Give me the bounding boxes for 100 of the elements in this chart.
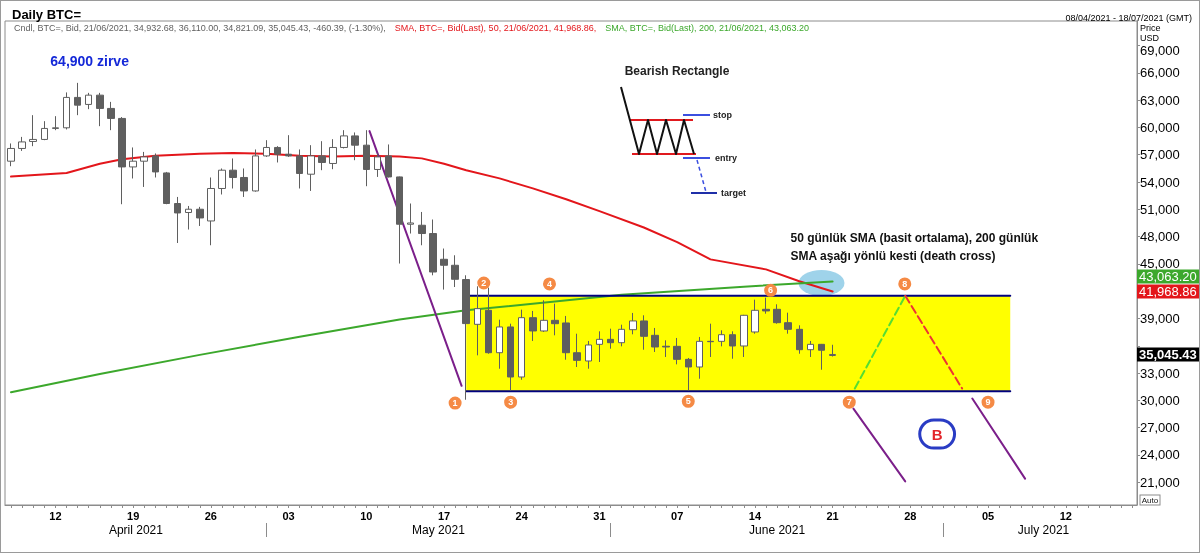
x-tick-label: 05	[981, 509, 995, 522]
candlestick	[829, 344, 836, 358]
candlestick	[96, 92, 104, 127]
candlestick	[529, 310, 537, 342]
candlestick	[440, 248, 448, 291]
candlestick	[474, 285, 481, 356]
annotation: 5	[685, 396, 691, 407]
candlestick	[263, 139, 270, 158]
text: 43,063.20	[1139, 268, 1197, 284]
text: 35,045.43	[1139, 346, 1197, 362]
annotation: 64,900 zirve	[50, 52, 130, 69]
chart-subtitle: 08/04/2021 - 18/07/2021 (GMT)	[1065, 12, 1192, 23]
x-tick-label: 28	[904, 509, 917, 522]
candlestick	[185, 205, 192, 231]
y-axis-title: Price USD	[1140, 23, 1161, 43]
x-tick-label: 12	[1059, 509, 1072, 522]
x2-tick-label: April 2021	[108, 523, 164, 537]
x2-tick-label: May 2021	[412, 523, 466, 537]
annotation: 1	[452, 398, 458, 409]
x-tick-label: 14	[748, 509, 762, 522]
text: SMA, BTC=, Bid(Last), 200, 21/06/2021, 43,063.20	[605, 22, 810, 33]
annotation: 50 günlük SMA (basit ortalama), 200 günlük SMA aşağı yönlü kesti (death cross)	[790, 231, 1039, 264]
candlestick	[673, 337, 681, 365]
x-tick-label: 03	[282, 509, 295, 522]
candlestick	[329, 138, 337, 170]
candlestick	[240, 167, 248, 198]
x2-tick-label: June 2021	[749, 523, 806, 537]
candlestick	[129, 146, 137, 179]
candlestick	[629, 312, 637, 335]
candlestick	[651, 327, 659, 353]
candlestick	[274, 145, 281, 163]
candlestick	[762, 297, 770, 315]
candlestick	[7, 142, 15, 167]
annotation: 3	[508, 397, 514, 408]
x-tick-label: 31	[593, 509, 606, 522]
candlestick	[174, 196, 181, 244]
x-tick-label: 07	[671, 509, 684, 522]
candlestick	[718, 329, 725, 347]
candlestick	[451, 254, 459, 288]
candlestick	[52, 115, 59, 131]
annotation: 9	[985, 397, 991, 408]
candlestick	[363, 129, 370, 187]
candlestick	[385, 143, 392, 178]
candlestick	[285, 134, 292, 158]
candlestick	[41, 120, 48, 141]
y-tick-label: 48,000	[1140, 229, 1180, 245]
candlestick	[462, 274, 470, 401]
candlestick	[196, 206, 204, 227]
annotation: 2	[481, 278, 487, 289]
candlestick	[807, 340, 814, 358]
candlestick	[585, 340, 592, 370]
candlestick	[696, 336, 703, 380]
chart-title: Daily BTC=	[12, 7, 82, 22]
x-tick-label: 24	[515, 509, 529, 522]
y-tick-label: 27,000	[1140, 420, 1180, 436]
candlestick	[229, 157, 237, 189]
y-tick-label: 39,000	[1140, 311, 1180, 326]
line-series	[10, 280, 834, 394]
candlestick	[85, 92, 92, 110]
y-tick-label: 30,000	[1140, 392, 1180, 408]
x-tick-label: 26	[204, 509, 217, 522]
annotation: B	[931, 425, 943, 443]
candlestick	[607, 328, 614, 350]
candlestick	[163, 171, 170, 205]
x-tick-label: 17	[437, 509, 451, 522]
y-tick-label: 54,000	[1140, 174, 1180, 190]
candlestick	[496, 319, 503, 370]
y-tick-label: 66,000	[1140, 65, 1180, 81]
y-tick-label: 33,000	[1140, 365, 1180, 381]
candlestick	[351, 131, 359, 161]
annotation: stop	[713, 110, 733, 120]
annotation: 8	[902, 278, 908, 289]
candlestick	[773, 303, 781, 325]
annotation: 6	[768, 285, 774, 296]
candlestick	[596, 330, 603, 363]
y-tick-label: 24,000	[1140, 447, 1180, 463]
x-tick-label: 21	[826, 509, 839, 522]
candlestick	[507, 323, 514, 391]
y-tick-label: 21,000	[1140, 474, 1180, 490]
candlestick	[118, 116, 126, 205]
y-tick-label: 63,000	[1140, 92, 1180, 108]
x-tick-label: 10	[360, 509, 373, 522]
candlestick	[63, 91, 70, 130]
candlestick	[207, 176, 215, 246]
candlestick	[418, 211, 426, 246]
candlestick	[318, 140, 326, 171]
x-tick-label: 12	[49, 509, 62, 522]
candlestick	[562, 315, 570, 361]
candlestick	[618, 324, 625, 347]
candlestick	[18, 136, 26, 152]
candlestick	[729, 330, 736, 360]
candlestick	[296, 148, 303, 189]
y-tick-label: 57,000	[1140, 147, 1180, 163]
candlestick	[218, 167, 226, 195]
x-tick-label: 19	[127, 509, 140, 522]
candlestick	[707, 323, 714, 358]
candlestick	[340, 129, 348, 149]
candlestick	[518, 309, 525, 381]
candlestick	[751, 299, 759, 335]
annotation: entry	[715, 153, 738, 163]
